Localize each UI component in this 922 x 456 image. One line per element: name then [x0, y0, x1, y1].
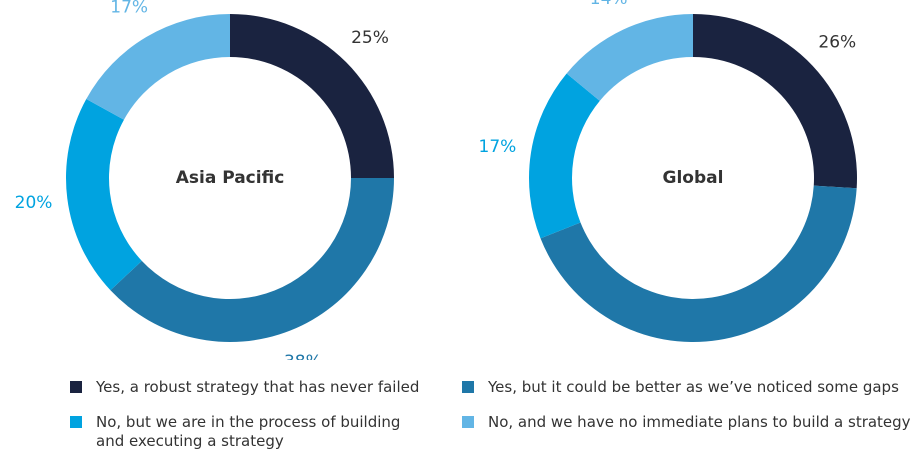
donut-slice [566, 14, 693, 101]
slice-label: 26% [818, 32, 856, 52]
legend-swatch [70, 416, 82, 428]
slice-label: 14% [590, 0, 628, 9]
legend-label: Yes, a robust strategy that has never fa… [96, 378, 420, 396]
donut-slice [86, 14, 230, 120]
slice-label: 20% [15, 193, 53, 213]
donut-slice [693, 14, 857, 189]
slice-label: 25% [351, 28, 389, 48]
legend-item: No, and we have no immediate plans to bu… [462, 413, 922, 432]
slice-label: 17% [479, 137, 517, 157]
legend-item: Yes, a robust strategy that has never fa… [70, 378, 440, 397]
legend-label: No, but we are in the process of buildin… [96, 413, 401, 450]
charts: 25%38%20%17%Asia Pacific26%43%17%14%Glob… [15, 0, 857, 360]
slice-label: 38% [284, 352, 322, 360]
legend-swatch [462, 416, 474, 428]
donut-slice [110, 178, 394, 342]
donut-slice [529, 73, 600, 239]
donut-slice [66, 98, 142, 291]
donut-slice [230, 14, 394, 178]
legend-item: Yes, but it could be better as we’ve not… [462, 378, 922, 397]
legend-label: Yes, but it could be better as we’ve not… [488, 378, 899, 396]
slice-label: 17% [110, 0, 148, 18]
legend-label: No, and we have no immediate plans to bu… [488, 413, 911, 431]
chart-title: Global [663, 168, 724, 188]
chart-title: Asia Pacific [176, 168, 285, 188]
legend-swatch [462, 381, 474, 393]
donut-slice [540, 185, 857, 342]
legend-item: No, but we are in the process of buildin… [70, 413, 430, 451]
legend-swatch [70, 381, 82, 393]
